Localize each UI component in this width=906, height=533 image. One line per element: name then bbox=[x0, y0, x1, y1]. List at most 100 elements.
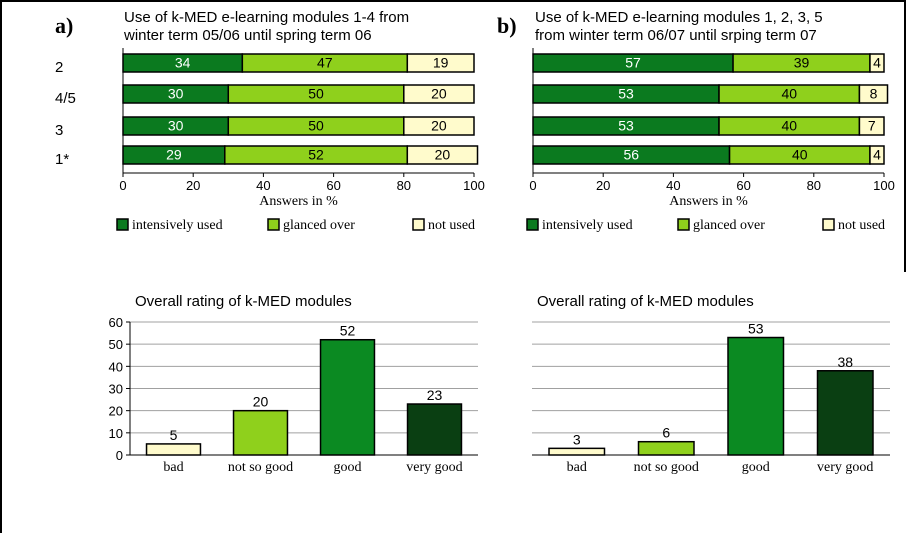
bar-segment bbox=[406, 53, 475, 73]
legend-entry: glanced over bbox=[283, 218, 355, 233]
frame-left-border bbox=[0, 0, 2, 533]
data-label: 53 bbox=[748, 321, 764, 337]
bar-segment bbox=[869, 53, 885, 73]
y-tick-label: 50 bbox=[109, 337, 123, 352]
x-axis-label: Answers in % bbox=[259, 194, 338, 209]
legend-swatch bbox=[116, 218, 129, 231]
category-label: 4/5 bbox=[55, 90, 76, 107]
category-label: good bbox=[742, 460, 770, 475]
panel-label: a) bbox=[55, 13, 73, 38]
data-label: 53 bbox=[618, 118, 634, 134]
data-label: 50 bbox=[308, 86, 324, 102]
frame-right-border bbox=[904, 0, 906, 272]
chart-title: Overall rating of k-MED modules bbox=[537, 293, 754, 310]
y-tick-label: 60 bbox=[109, 315, 123, 330]
category-label: 2 bbox=[55, 59, 63, 76]
data-label: 57 bbox=[625, 55, 641, 71]
rating-bar bbox=[816, 370, 874, 456]
x-tick-label: 20 bbox=[186, 178, 200, 193]
bar-segment bbox=[403, 116, 475, 136]
chart-title-line: Use of k-MED e-learning modules 1, 2, 3,… bbox=[535, 9, 823, 26]
data-label: 40 bbox=[792, 147, 808, 163]
category-label: bad bbox=[163, 460, 183, 475]
category-label: very good bbox=[817, 460, 873, 475]
data-label: 5 bbox=[170, 427, 178, 443]
legend-entry: intensively used bbox=[542, 218, 633, 233]
rating-bar bbox=[406, 403, 463, 456]
category-label: not so good bbox=[228, 460, 293, 475]
category-label: not so good bbox=[634, 460, 699, 475]
rating-bar bbox=[319, 338, 376, 456]
legend-swatch bbox=[822, 218, 835, 231]
data-label: 39 bbox=[794, 55, 810, 71]
legend-swatch bbox=[526, 218, 539, 231]
x-tick-label: 100 bbox=[463, 178, 485, 193]
data-label: 50 bbox=[308, 118, 324, 134]
legend-entry: glanced over bbox=[693, 218, 765, 233]
x-tick-label: 60 bbox=[736, 178, 750, 193]
rating-bar bbox=[145, 443, 202, 456]
data-label: 4 bbox=[873, 147, 881, 163]
panel-label: b) bbox=[497, 13, 517, 38]
x-tick-label: 40 bbox=[666, 178, 680, 193]
y-tick-label: 20 bbox=[109, 404, 123, 419]
data-label: 52 bbox=[308, 147, 324, 163]
category-label: very good bbox=[406, 460, 462, 475]
chart-title-line: from winter term 06/07 until srping term… bbox=[535, 27, 817, 44]
legend-swatch bbox=[412, 218, 425, 231]
x-tick-label: 0 bbox=[119, 178, 126, 193]
data-label: 3 bbox=[573, 431, 581, 447]
x-axis-label: Answers in % bbox=[669, 194, 748, 209]
data-label: 52 bbox=[340, 323, 356, 339]
category-label: bad bbox=[567, 460, 587, 475]
data-label: 30 bbox=[168, 118, 184, 134]
x-tick-label: 40 bbox=[256, 178, 270, 193]
data-label: 40 bbox=[781, 118, 797, 134]
chart-title: Overall rating of k-MED modules bbox=[135, 293, 352, 310]
data-label: 38 bbox=[837, 354, 853, 370]
data-label: 34 bbox=[175, 55, 191, 71]
frame-top-border bbox=[0, 0, 906, 2]
bar-segment bbox=[403, 84, 475, 104]
data-label: 19 bbox=[433, 55, 449, 71]
x-tick-label: 20 bbox=[596, 178, 610, 193]
legend-entry: not used bbox=[428, 218, 475, 233]
y-tick-label: 10 bbox=[109, 426, 123, 441]
y-tick-label: 0 bbox=[116, 448, 123, 463]
data-label: 30 bbox=[168, 86, 184, 102]
bar-segment bbox=[869, 145, 885, 165]
category-label: 1* bbox=[55, 151, 69, 168]
legend-entry: intensively used bbox=[132, 218, 223, 233]
rating-bar bbox=[727, 336, 785, 456]
rating-bar bbox=[548, 447, 606, 456]
data-label: 23 bbox=[427, 387, 443, 403]
legend-entry: not used bbox=[838, 218, 885, 233]
legend-swatch bbox=[267, 218, 280, 231]
rating-bar bbox=[637, 440, 695, 456]
chart-title-line: winter term 05/06 until spring term 06 bbox=[123, 27, 372, 44]
x-tick-label: 80 bbox=[807, 178, 821, 193]
y-tick-label: 30 bbox=[109, 382, 123, 397]
data-label: 8 bbox=[870, 86, 878, 102]
bar-segment bbox=[406, 145, 479, 165]
rating-bar bbox=[232, 409, 289, 456]
x-tick-label: 60 bbox=[326, 178, 340, 193]
data-label: 20 bbox=[431, 118, 447, 134]
x-tick-label: 0 bbox=[529, 178, 536, 193]
data-label: 20 bbox=[431, 86, 447, 102]
data-label: 7 bbox=[868, 118, 876, 134]
bar-segment bbox=[858, 84, 889, 104]
data-label: 53 bbox=[618, 86, 634, 102]
legend-swatch bbox=[677, 218, 690, 231]
data-label: 29 bbox=[166, 147, 182, 163]
category-label: good bbox=[334, 460, 362, 475]
data-label: 47 bbox=[317, 55, 333, 71]
data-label: 40 bbox=[781, 86, 797, 102]
x-tick-label: 80 bbox=[397, 178, 411, 193]
data-label: 20 bbox=[253, 394, 269, 410]
data-label: 56 bbox=[623, 147, 639, 163]
data-label: 20 bbox=[435, 147, 451, 163]
data-label: 6 bbox=[662, 425, 670, 441]
